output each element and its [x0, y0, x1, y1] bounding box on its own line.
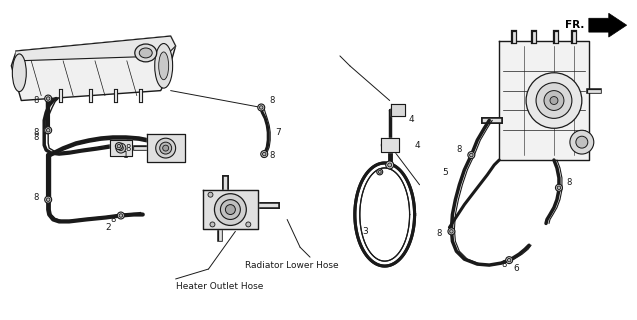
Text: 8: 8	[34, 193, 39, 202]
Circle shape	[262, 152, 266, 156]
Circle shape	[215, 194, 247, 225]
Polygon shape	[499, 41, 589, 160]
Circle shape	[116, 143, 126, 153]
Polygon shape	[17, 36, 176, 61]
Text: 8: 8	[437, 229, 442, 238]
Circle shape	[381, 141, 390, 149]
Circle shape	[117, 212, 124, 219]
Circle shape	[246, 222, 251, 227]
Circle shape	[570, 130, 594, 154]
Circle shape	[448, 228, 455, 235]
Circle shape	[550, 97, 558, 105]
Polygon shape	[11, 36, 176, 100]
Circle shape	[208, 192, 213, 197]
Circle shape	[220, 200, 240, 220]
Circle shape	[47, 198, 50, 201]
Text: 2: 2	[105, 223, 111, 232]
Circle shape	[45, 129, 49, 132]
Circle shape	[258, 104, 265, 111]
Circle shape	[45, 127, 52, 134]
Circle shape	[115, 143, 122, 149]
Circle shape	[119, 214, 122, 217]
Ellipse shape	[135, 44, 157, 62]
Text: 5: 5	[443, 168, 448, 177]
Circle shape	[44, 127, 51, 134]
Circle shape	[544, 91, 564, 110]
Text: 8: 8	[269, 151, 275, 160]
Text: 8: 8	[34, 97, 39, 106]
Circle shape	[468, 152, 475, 158]
Text: 4: 4	[415, 141, 420, 150]
Circle shape	[160, 142, 171, 154]
Text: 7: 7	[275, 128, 281, 137]
Text: 6: 6	[513, 264, 519, 273]
Circle shape	[536, 83, 572, 118]
Circle shape	[47, 97, 50, 100]
Circle shape	[155, 138, 176, 158]
Circle shape	[450, 230, 453, 233]
Circle shape	[391, 142, 398, 148]
Text: 8: 8	[34, 128, 39, 137]
Polygon shape	[355, 163, 415, 266]
Text: Heater Outlet Hose: Heater Outlet Hose	[176, 282, 263, 291]
Circle shape	[555, 184, 562, 191]
Circle shape	[259, 106, 263, 109]
Text: 1: 1	[123, 151, 129, 160]
Circle shape	[376, 169, 383, 175]
Polygon shape	[203, 190, 258, 229]
Text: 8: 8	[457, 145, 462, 154]
Circle shape	[261, 151, 268, 157]
Circle shape	[210, 222, 215, 227]
Ellipse shape	[159, 52, 169, 80]
Text: 8: 8	[269, 97, 275, 106]
Circle shape	[576, 136, 588, 148]
Ellipse shape	[155, 44, 173, 88]
Polygon shape	[110, 140, 132, 156]
Circle shape	[508, 258, 511, 262]
Circle shape	[469, 153, 473, 157]
Text: Radiator Lower Hose: Radiator Lower Hose	[245, 261, 339, 270]
Circle shape	[526, 73, 582, 128]
Text: 8: 8	[125, 144, 131, 153]
Circle shape	[47, 129, 50, 132]
Circle shape	[378, 171, 381, 173]
Circle shape	[118, 146, 124, 151]
Circle shape	[506, 257, 513, 264]
Polygon shape	[381, 138, 399, 152]
Circle shape	[386, 161, 394, 169]
Circle shape	[388, 163, 392, 167]
Ellipse shape	[12, 54, 26, 92]
Text: 8: 8	[566, 178, 571, 187]
Text: 3: 3	[362, 227, 368, 236]
Circle shape	[225, 204, 235, 214]
Text: FR.: FR.	[566, 20, 585, 30]
Polygon shape	[147, 134, 185, 162]
Circle shape	[117, 144, 120, 148]
Text: 4: 4	[409, 115, 415, 124]
Text: 8: 8	[501, 260, 507, 269]
Polygon shape	[390, 105, 404, 116]
Circle shape	[557, 186, 561, 189]
Circle shape	[45, 196, 52, 203]
Polygon shape	[589, 13, 627, 37]
Ellipse shape	[140, 48, 152, 58]
Circle shape	[45, 95, 52, 102]
Circle shape	[162, 145, 169, 151]
Text: 8: 8	[110, 215, 115, 224]
Text: 8: 8	[34, 133, 39, 142]
